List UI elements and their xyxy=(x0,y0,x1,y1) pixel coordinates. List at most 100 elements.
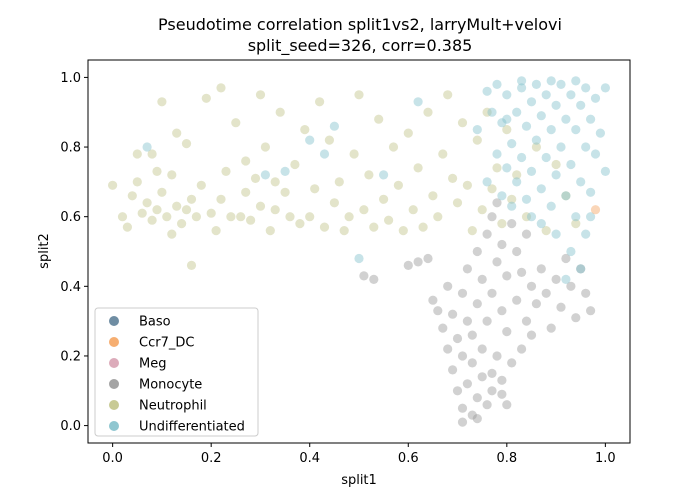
point-neutrophil xyxy=(403,128,413,138)
point-neutrophil xyxy=(354,90,364,100)
point-neutrophil xyxy=(172,201,182,211)
point-undifferentiated xyxy=(497,118,507,128)
point-undifferentiated xyxy=(546,125,556,135)
point-neutrophil xyxy=(457,118,468,128)
point-undifferentiated xyxy=(590,93,601,103)
point-neutrophil xyxy=(186,194,197,204)
point-undifferentiated xyxy=(566,90,576,100)
point-neutrophil xyxy=(147,149,157,159)
point-monocyte xyxy=(472,246,482,257)
point-neutrophil xyxy=(512,170,522,180)
point-monocyte xyxy=(467,330,477,340)
point-monocyte xyxy=(536,264,546,274)
point-neutrophil xyxy=(216,83,226,93)
point-monocyte xyxy=(507,219,517,229)
point-undifferentiated xyxy=(379,170,389,180)
y-tick-label: 0.6 xyxy=(60,210,81,225)
legend-label-ccr7-dc: Ccr7_DC xyxy=(139,336,194,351)
point-undifferentiated xyxy=(472,125,482,135)
point-monocyte xyxy=(521,229,532,239)
point-neutrophil xyxy=(206,208,216,218)
point-undifferentiated xyxy=(536,219,546,229)
point-monocyte xyxy=(517,267,527,277)
x-tick-label: 0.8 xyxy=(496,451,517,466)
point-neutrophil xyxy=(467,226,477,236)
point-undifferentiated xyxy=(571,76,581,86)
point-neutrophil xyxy=(349,149,359,159)
point-neutrophil xyxy=(241,187,251,197)
point-neutrophil xyxy=(477,205,487,215)
point-neutrophil xyxy=(177,219,187,229)
point-neutrophil xyxy=(157,97,167,107)
point-neutrophil xyxy=(408,205,418,215)
point-neutrophil xyxy=(443,90,453,100)
point-undifferentiated xyxy=(492,79,502,89)
point-undifferentiated xyxy=(551,170,561,180)
point-undifferentiated xyxy=(566,246,576,257)
legend-label-baso: Baso xyxy=(139,315,171,330)
point-monocyte xyxy=(526,281,537,291)
point-undifferentiated xyxy=(521,194,532,204)
point-undifferentiated xyxy=(600,166,611,176)
point-monocyte xyxy=(497,389,507,399)
point-neutrophil xyxy=(226,212,236,222)
point-undifferentiated xyxy=(600,83,611,93)
point-monocyte xyxy=(556,302,566,312)
point-monocyte xyxy=(482,316,492,326)
point-neutrophil xyxy=(216,194,226,204)
point-undifferentiated xyxy=(517,83,527,93)
point-monocyte xyxy=(428,295,438,305)
point-neutrophil xyxy=(393,180,403,190)
point-neutrophil xyxy=(334,177,344,187)
point-undifferentiated xyxy=(561,114,571,124)
point-monocyte xyxy=(467,410,477,420)
point-monocyte xyxy=(443,344,453,354)
point-neutrophil xyxy=(462,180,472,190)
point-neutrophil xyxy=(270,177,280,187)
legend: Baso Ccr7_DC Meg Monocyte Neutrophil Undiffer… xyxy=(94,307,259,437)
point-monocyte xyxy=(487,212,497,222)
point-neutrophil xyxy=(319,222,330,232)
point-neutrophil xyxy=(147,215,157,225)
point-neutrophil xyxy=(315,97,325,107)
point-monocyte xyxy=(531,299,542,309)
point-neutrophil xyxy=(344,212,354,222)
legend-box xyxy=(94,307,259,437)
point-neutrophil xyxy=(521,212,532,222)
point-undifferentiated xyxy=(581,142,591,152)
point-neutrophil xyxy=(117,212,128,222)
legend-label-undifferentiated: Undifferentiated xyxy=(139,420,245,435)
point-neutrophil xyxy=(132,177,142,187)
point-monocyte xyxy=(472,393,482,403)
point-neutrophil xyxy=(280,187,290,197)
chart-title-line2: split_seed=326, corr=0.385 xyxy=(248,36,473,56)
point-neutrophil xyxy=(137,208,147,218)
x-tick-label: 0.6 xyxy=(398,451,419,466)
point-neutrophil xyxy=(433,212,443,222)
point-neutrophil xyxy=(541,226,551,236)
point-undifferentiated xyxy=(551,100,561,110)
point-ccr7-dc xyxy=(590,205,601,215)
point-undifferentiated xyxy=(260,170,270,180)
point-undifferentiated xyxy=(586,114,596,124)
point-neutrophil xyxy=(324,135,334,145)
point-neutrophil xyxy=(300,125,310,135)
point-monocyte xyxy=(467,358,477,368)
point-undifferentiated xyxy=(541,152,551,163)
point-undifferentiated xyxy=(329,121,339,131)
point-undifferentiated xyxy=(517,152,527,163)
point-monocyte xyxy=(457,403,468,413)
point-neutrophil xyxy=(507,194,517,204)
point-neutrophil xyxy=(305,212,315,222)
point-undifferentiated xyxy=(413,97,423,107)
point-undifferentiated xyxy=(319,149,330,159)
point-neutrophil xyxy=(295,219,305,229)
point-undifferentiated xyxy=(586,212,596,222)
point-neutrophil xyxy=(122,222,132,232)
point-neutrophil xyxy=(157,187,167,197)
point-monocyte xyxy=(462,264,472,274)
legend-label-monocyte: Monocyte xyxy=(139,378,202,393)
point-neutrophil xyxy=(142,198,152,208)
point-neutrophil xyxy=(162,212,172,222)
point-neutrophil xyxy=(132,149,142,159)
